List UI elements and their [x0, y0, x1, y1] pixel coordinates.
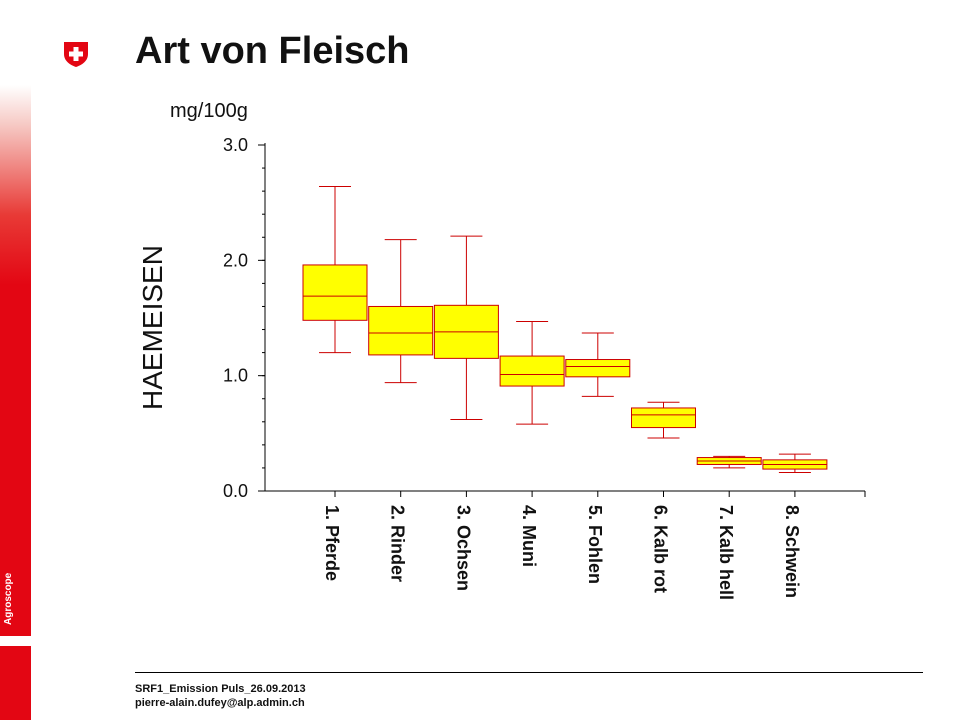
iqr-box [302, 264, 368, 321]
brand-sidebar [0, 85, 31, 720]
y-tick-label: 1.0 [223, 366, 248, 386]
x-tick-label: 5. Fohlen [585, 505, 605, 584]
swiss-cross-icon [64, 42, 88, 67]
x-tick-label: 6. Kalb rot [651, 505, 671, 593]
x-tick-label: 4. Muni [519, 505, 539, 567]
footer-reference: SRF1_Emission Puls_26.09.2013 [135, 683, 306, 695]
iqr-box [631, 407, 696, 429]
y-axis-unit: mg/100g [170, 100, 248, 122]
footer-email: pierre-alain.dufey@alp.admin.ch [135, 697, 305, 709]
x-tick-label: 7. Kalb hell [716, 505, 736, 600]
x-tick-label: 8. Schwein [782, 505, 802, 598]
brand-sidebar-gap [0, 636, 31, 646]
iqr-box [499, 355, 565, 387]
x-tick-label: 2. Rinder [388, 505, 408, 582]
y-tick-label: 0.0 [223, 481, 248, 501]
footer-divider [135, 672, 923, 673]
iqr-box [368, 305, 434, 356]
iqr-box [565, 359, 631, 378]
x-tick-label: 1. Pferde [322, 505, 342, 581]
y-tick-label: 2.0 [223, 250, 248, 270]
y-tick-label: 3.0 [223, 135, 248, 155]
x-tick-label: 3. Ochsen [453, 505, 473, 591]
page-title: Art von Fleisch [135, 30, 410, 72]
